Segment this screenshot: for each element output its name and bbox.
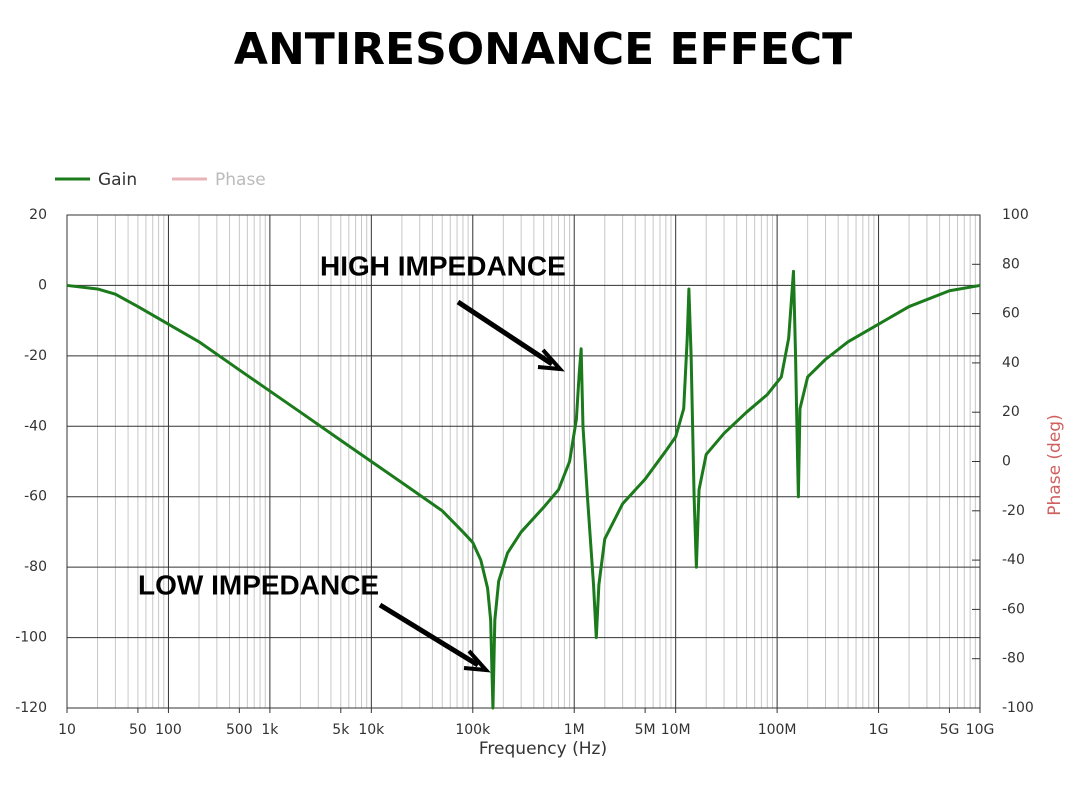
y2-tick-label: -20 — [1002, 503, 1025, 519]
y2-tick-label: -80 — [1002, 651, 1025, 667]
legend-label: Gain — [98, 170, 137, 190]
x-tick-label: 10M — [661, 722, 691, 738]
y2-axis-label: Phase (deg) — [1045, 414, 1065, 515]
x-tick-label: 10 — [58, 722, 76, 738]
y-tick-label: 20 — [29, 207, 47, 223]
y-tick-label: -20 — [24, 348, 47, 364]
x-tick-label: 50 — [129, 722, 147, 738]
arrow — [378, 602, 480, 668]
y-tick-label: -100 — [15, 630, 47, 646]
line-series — [66, 269, 981, 710]
y2-tick-label: -40 — [1002, 552, 1025, 568]
x-tick-label: 1k — [261, 722, 279, 738]
y2-tick-label: 20 — [1002, 404, 1020, 420]
x-tick-label: 100k — [455, 722, 491, 738]
x-tick-label: 100 — [155, 722, 182, 738]
y2-tick-label: 0 — [1002, 454, 1011, 470]
y2-tick-label: 100 — [1002, 207, 1029, 223]
y2-tick-label: 40 — [1002, 355, 1020, 371]
x-axis-label: Frequency (Hz) — [479, 739, 607, 759]
x-tick-label: 10k — [358, 722, 385, 738]
y-tick-label: -120 — [15, 700, 47, 716]
legend-label: Phase — [215, 170, 266, 190]
annotation: LOW IMPEDANCE — [138, 569, 379, 600]
x-tick-label: 100M — [758, 722, 797, 738]
arrow-head — [537, 348, 565, 372]
arrow-head — [463, 649, 491, 673]
y2-tick-label: 60 — [1002, 306, 1020, 322]
x-tick-label: 1G — [869, 722, 889, 738]
x-tick-label: 5M — [635, 722, 656, 738]
y2-tick-label: -100 — [1002, 700, 1034, 716]
plot-frame — [66, 214, 981, 709]
y-tick-label: 0 — [38, 277, 47, 293]
x-tick-label: 10G — [966, 722, 995, 738]
x-tick-label: 5G — [940, 722, 960, 738]
x-tick-label: 500 — [226, 722, 253, 738]
chart-title: ANTIRESONANCE EFFECT — [234, 24, 852, 75]
arrows — [378, 299, 565, 673]
y-tick-label: -80 — [24, 559, 47, 575]
arrow — [456, 299, 554, 367]
annotation: HIGH IMPEDANCE — [320, 250, 566, 281]
y-tick-label: -60 — [24, 489, 47, 505]
x-tick-label: 5k — [332, 722, 350, 738]
y2-tick-label: 80 — [1002, 256, 1020, 272]
y2-tick-label: -60 — [1002, 601, 1025, 617]
x-tick-label: 1M — [564, 722, 585, 738]
plot-area — [66, 214, 981, 713]
y-tick-label: -40 — [24, 418, 47, 434]
